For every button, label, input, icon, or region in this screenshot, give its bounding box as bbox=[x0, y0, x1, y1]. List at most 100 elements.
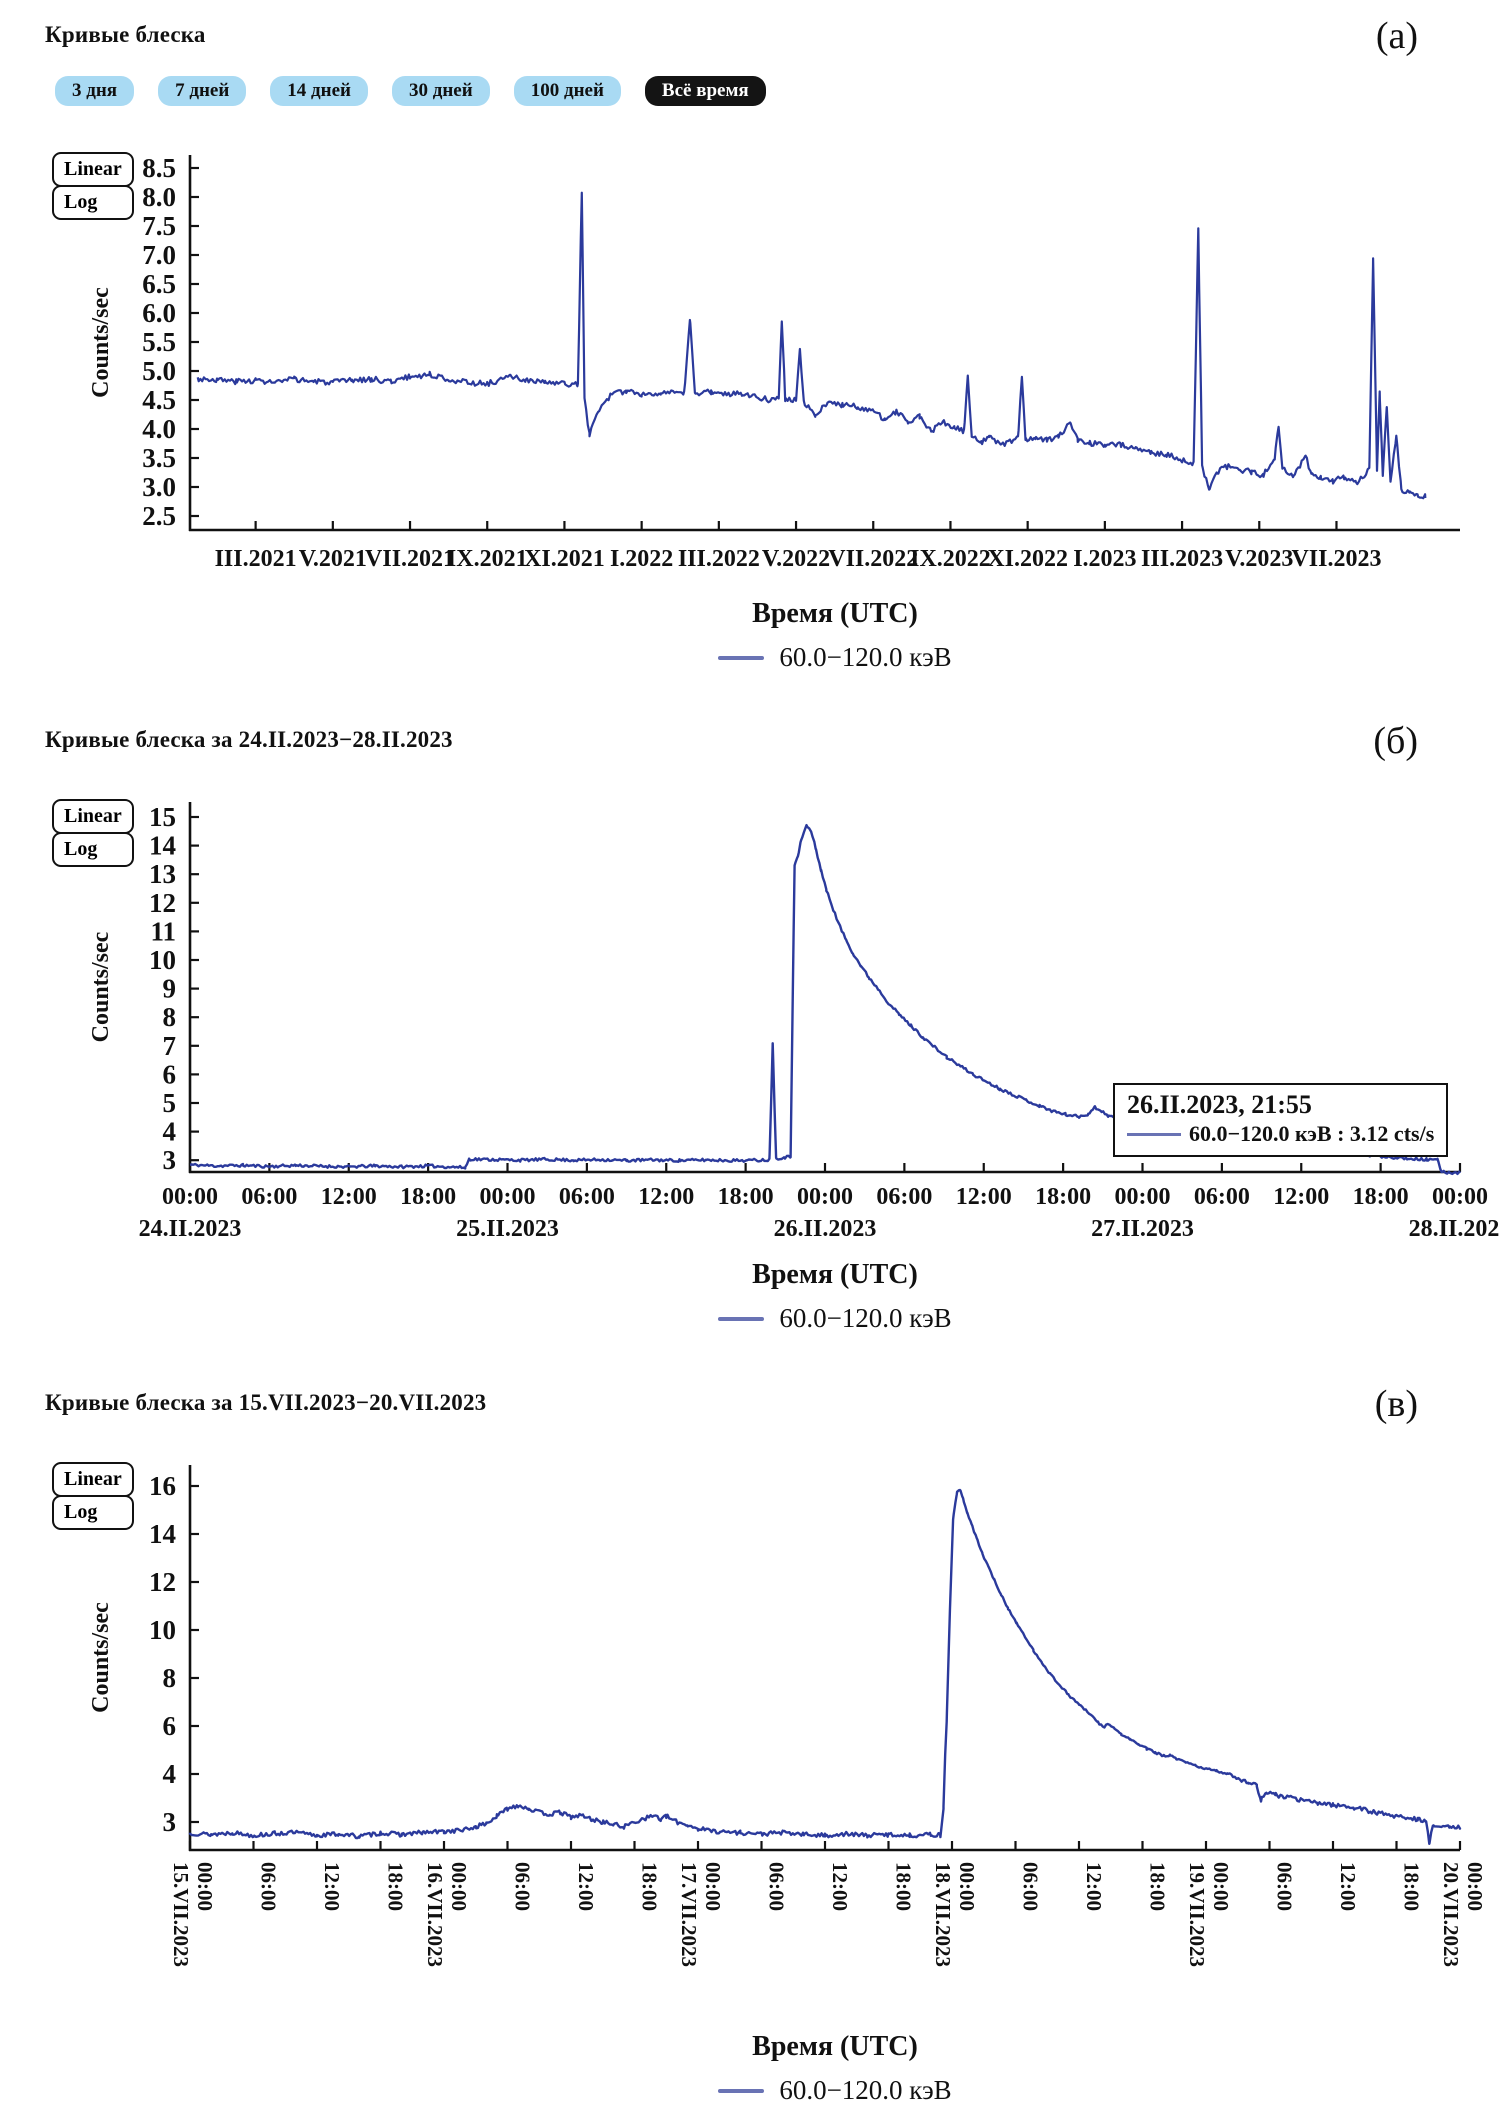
svg-text:3: 3 bbox=[163, 1807, 177, 1837]
svg-text:17.VII.2023: 17.VII.2023 bbox=[677, 1862, 701, 1967]
svg-text:12:00: 12:00 bbox=[828, 1862, 852, 1911]
svg-text:12:00: 12:00 bbox=[574, 1862, 598, 1911]
svg-text:26.II.2023: 26.II.2023 bbox=[774, 1216, 877, 1242]
scale-buttons-b: Linear Log bbox=[52, 799, 134, 867]
svg-text:12:00: 12:00 bbox=[638, 1184, 694, 1210]
svg-text:III.2023: III.2023 bbox=[1141, 546, 1223, 572]
range-button-100d[interactable]: 100 дней bbox=[513, 76, 621, 106]
svg-text:00:00: 00:00 bbox=[1209, 1862, 1233, 1911]
panel-v: Кривые блеска за 15.VII.2023−20.VII.2023… bbox=[20, 1383, 1487, 2106]
svg-text:2.5: 2.5 bbox=[142, 501, 176, 531]
svg-text:16: 16 bbox=[149, 1471, 176, 1501]
svg-text:7.0: 7.0 bbox=[142, 240, 176, 270]
svg-text:18:00: 18:00 bbox=[400, 1184, 456, 1210]
chart-area-a: Linear Log 8.5 8.0 7.5 7.0 6.5 6.0 5.5 5.0 4.5 4.… bbox=[20, 140, 1480, 592]
svg-text:15.VII.2023: 15.VII.2023 bbox=[169, 1862, 193, 1967]
svg-text:4.0: 4.0 bbox=[142, 414, 176, 444]
svg-text:12:00: 12:00 bbox=[1273, 1184, 1329, 1210]
linear-scale-button[interactable]: Linear bbox=[52, 152, 134, 187]
linear-scale-button[interactable]: Linear bbox=[52, 799, 134, 834]
legend-line-icon bbox=[718, 655, 765, 660]
svg-text:5.5: 5.5 bbox=[142, 327, 176, 357]
svg-text:15: 15 bbox=[149, 802, 176, 832]
tooltip-series-value: 60.0−120.0 кэВ : 3.12 cts/s bbox=[1189, 1121, 1435, 1146]
log-scale-button[interactable]: Log bbox=[52, 184, 134, 220]
range-button-all-time[interactable]: Всё время bbox=[644, 76, 766, 106]
y-axis-title: Counts/sec bbox=[88, 931, 114, 1042]
legend-b: 60.0−120.0 кэВ bbox=[190, 1303, 1480, 1334]
svg-text:V.2021: V.2021 bbox=[299, 546, 367, 572]
svg-text:XI.2022: XI.2022 bbox=[987, 546, 1068, 572]
tooltip-datetime: 26.II.2023, 21:55 bbox=[1127, 1090, 1312, 1119]
svg-text:3.0: 3.0 bbox=[142, 472, 176, 502]
svg-text:VII.2022: VII.2022 bbox=[828, 546, 918, 572]
svg-text:00:00: 00:00 bbox=[162, 1184, 218, 1210]
svg-text:06:00: 06:00 bbox=[257, 1862, 281, 1911]
svg-text:06:00: 06:00 bbox=[876, 1184, 932, 1210]
light-curve-chart-a[interactable]: 8.58.07.57.06.56.05.55.04.54.03.53.02.5 C… bbox=[20, 140, 1480, 592]
svg-text:III.2022: III.2022 bbox=[678, 546, 760, 572]
x-axis-title-b: Время (UTC) bbox=[752, 1259, 918, 1290]
light-curve-series bbox=[188, 1488, 1462, 1845]
svg-text:4: 4 bbox=[163, 1117, 177, 1147]
x-axis: 00:00 06:00 12:00 18:00 00:00 06:00 12:00 18:00… bbox=[139, 1163, 1500, 1242]
panel-v-title: Кривые блеска за 15.VII.2023−20.VII.2023 bbox=[45, 1390, 487, 1415]
panel-b-title: Кривые блеска за 24.II.2023−28.II.2023 bbox=[45, 727, 453, 752]
svg-text:I.2022: I.2022 bbox=[610, 546, 673, 572]
linear-scale-button[interactable]: Linear bbox=[52, 1462, 134, 1497]
svg-text:06:00: 06:00 bbox=[765, 1862, 789, 1911]
svg-text:18:00: 18:00 bbox=[1353, 1184, 1409, 1210]
y-axis: 8.58.07.57.06.56.05.55.04.54.03.53.02.5 C… bbox=[88, 153, 199, 531]
range-button-7d[interactable]: 7 дней bbox=[158, 76, 247, 106]
svg-text:6: 6 bbox=[163, 1711, 177, 1741]
range-button-3d[interactable]: 3 дня bbox=[55, 76, 135, 106]
svg-text:3.5: 3.5 bbox=[142, 443, 176, 473]
svg-text:9: 9 bbox=[163, 974, 177, 1004]
svg-text:6: 6 bbox=[163, 1059, 177, 1089]
log-scale-button[interactable]: Log bbox=[52, 831, 134, 867]
svg-text:19.VII.2023: 19.VII.2023 bbox=[1185, 1862, 1209, 1967]
svg-text:8.5: 8.5 bbox=[142, 153, 176, 183]
panel-v-marker: (в) bbox=[1374, 1383, 1418, 1425]
panel-a-marker: (а) bbox=[1375, 15, 1418, 57]
svg-text:16.VII.2023: 16.VII.2023 bbox=[423, 1862, 447, 1967]
svg-text:06:00: 06:00 bbox=[241, 1184, 297, 1210]
svg-text:24.II.2023: 24.II.2023 bbox=[139, 1216, 242, 1242]
svg-text:06:00: 06:00 bbox=[511, 1862, 535, 1911]
svg-text:00:00: 00:00 bbox=[797, 1184, 853, 1210]
page-title: Кривые блеска bbox=[45, 22, 206, 47]
svg-text:18:00: 18:00 bbox=[638, 1862, 662, 1911]
svg-text:7: 7 bbox=[163, 1031, 177, 1061]
svg-text:12:00: 12:00 bbox=[1336, 1862, 1360, 1911]
svg-text:00:00: 00:00 bbox=[193, 1862, 217, 1911]
svg-text:11: 11 bbox=[150, 916, 176, 946]
svg-text:18:00: 18:00 bbox=[1146, 1862, 1170, 1911]
svg-text:00:00: 00:00 bbox=[955, 1862, 979, 1911]
svg-text:I.2023: I.2023 bbox=[1073, 546, 1136, 572]
svg-text:8: 8 bbox=[163, 1002, 177, 1032]
svg-text:8: 8 bbox=[163, 1663, 177, 1693]
legend-a: 60.0−120.0 кэВ bbox=[190, 642, 1480, 673]
svg-text:8.0: 8.0 bbox=[142, 182, 176, 212]
svg-text:12:00: 12:00 bbox=[1082, 1862, 1106, 1911]
log-scale-button[interactable]: Log bbox=[52, 1494, 134, 1530]
range-button-14d[interactable]: 14 дней bbox=[270, 76, 368, 106]
svg-text:18:00: 18:00 bbox=[718, 1184, 774, 1210]
svg-text:3: 3 bbox=[163, 1145, 177, 1175]
svg-text:14: 14 bbox=[149, 1519, 176, 1549]
range-button-30d[interactable]: 30 дней bbox=[392, 76, 490, 106]
svg-text:00:00: 00:00 bbox=[1463, 1862, 1487, 1911]
svg-text:25.II.2023: 25.II.2023 bbox=[456, 1216, 559, 1242]
svg-text:06:00: 06:00 bbox=[559, 1184, 615, 1210]
svg-text:00:00: 00:00 bbox=[701, 1862, 725, 1911]
svg-text:00:00: 00:00 bbox=[480, 1184, 536, 1210]
svg-text:06:00: 06:00 bbox=[1194, 1184, 1250, 1210]
svg-text:XI.2021: XI.2021 bbox=[524, 546, 605, 572]
scale-buttons-v: Linear Log bbox=[52, 1462, 134, 1530]
legend-label-a: 60.0−120.0 кэВ bbox=[779, 642, 952, 672]
